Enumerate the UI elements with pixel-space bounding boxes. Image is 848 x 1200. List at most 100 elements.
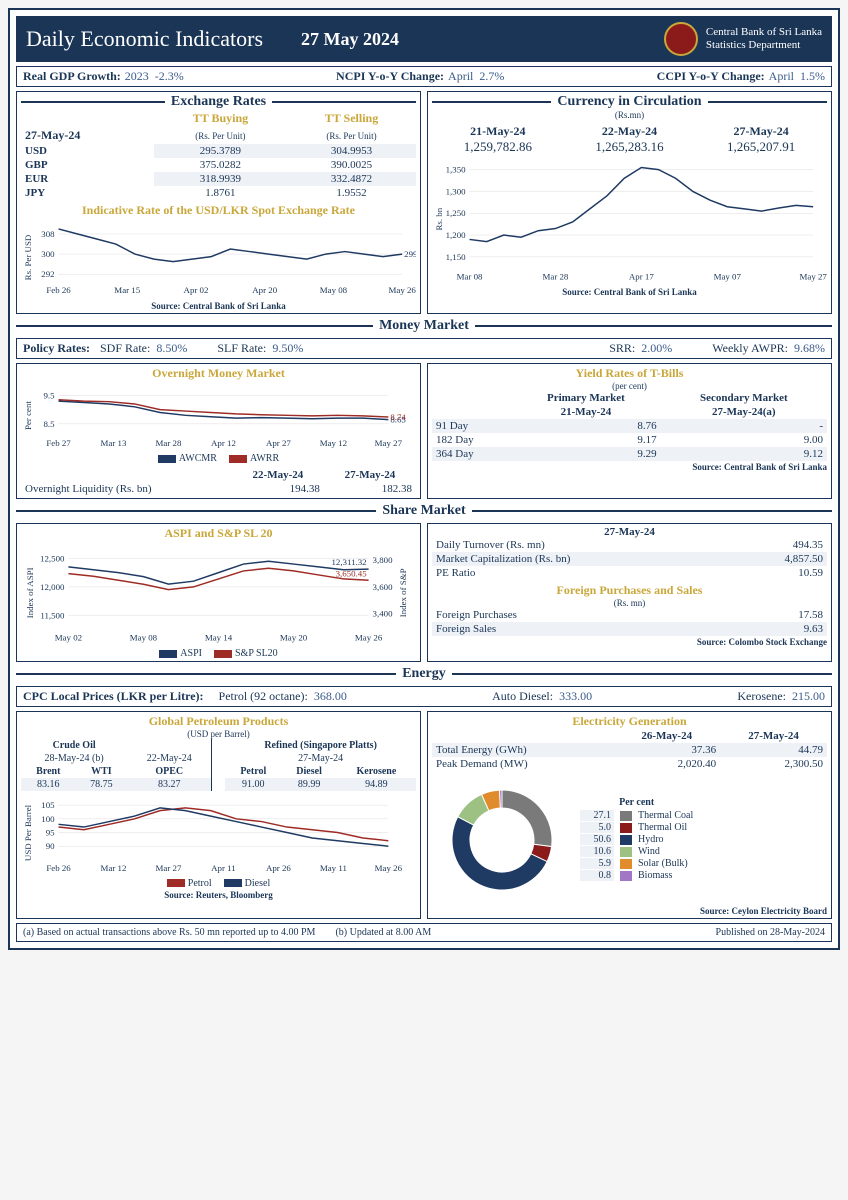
svg-text:1,150: 1,150: [446, 252, 467, 262]
ncpi-val: 2.7%: [479, 69, 504, 84]
svg-text:300: 300: [41, 249, 55, 259]
energy-title: Energy: [402, 666, 446, 682]
omm-legend: AWCMR AWRR: [21, 453, 416, 464]
circulation-values: 21-May-241,259,782.86 22-May-241,265,283…: [432, 124, 827, 155]
svg-text:Apr 17: Apr 17: [629, 271, 654, 281]
published-date: Published on 28-May-2024: [716, 927, 825, 938]
svg-text:May 26: May 26: [388, 285, 416, 295]
fx-table: TT BuyingTT Selling 27-May-24(Rs. Per Un…: [21, 110, 416, 200]
svg-text:May 02: May 02: [55, 633, 82, 643]
svg-text:11,500: 11,500: [40, 611, 65, 621]
org-name: Central Bank of Sri Lanka: [706, 26, 822, 39]
note-a: (a) Based on actual transactions above R…: [23, 927, 315, 938]
header: Daily Economic Indicators 27 May 2024 Ce…: [16, 16, 832, 62]
svg-text:3,650.45: 3,650.45: [336, 568, 368, 578]
svg-text:12,000: 12,000: [40, 582, 65, 592]
svg-text:May 26: May 26: [355, 633, 383, 643]
svg-text:105: 105: [41, 800, 55, 810]
svg-text:90: 90: [46, 841, 55, 851]
ccpi-month: April: [769, 69, 794, 84]
policy-bar: Policy Rates: SDF Rate: 8.50% SLF Rate: …: [16, 338, 832, 359]
spot-title: Indicative Rate of the USD/LKR Spot Exch…: [21, 203, 416, 218]
gdp-val: -2.3%: [155, 69, 184, 84]
svg-text:8.74: 8.74: [390, 412, 406, 422]
share-title: Share Market: [382, 503, 465, 519]
footer: (a) Based on actual transactions above R…: [16, 923, 832, 942]
svg-text:12,311.32: 12,311.32: [331, 557, 366, 567]
spot-chart: 292300308Feb 26Mar 15Apr 02Apr 20May 08M…: [21, 218, 416, 297]
svg-text:Feb 26: Feb 26: [46, 863, 71, 873]
electricity-panel: Electricity Generation 26-May-2427-May-2…: [427, 711, 832, 919]
svg-text:8.5: 8.5: [43, 419, 55, 429]
svg-text:100: 100: [41, 814, 55, 824]
share-summary-panel: 27-May-24 Daily Turnover (Rs. mn)494.35 …: [427, 523, 832, 662]
tbills-panel: Yield Rates of T-Bills (per cent) Primar…: [427, 363, 832, 499]
svg-text:12,500: 12,500: [40, 553, 65, 563]
svg-text:Mar 13: Mar 13: [101, 438, 127, 448]
tbills-table: Primary MarketSecondary Market 21-May-24…: [432, 391, 827, 461]
gdp-label: Real GDP Growth:: [23, 69, 121, 84]
circ-title: Currency in Circulation: [557, 94, 701, 110]
svg-text:May 08: May 08: [130, 633, 158, 643]
svg-text:Mar 08: Mar 08: [457, 271, 483, 281]
svg-text:Mar 28: Mar 28: [156, 438, 182, 448]
omm-chart: 8.59.5Feb 27Mar 13Mar 28Apr 12Apr 27May …: [21, 381, 416, 450]
fx-source: Source: Central Bank of Sri Lanka: [21, 301, 416, 311]
global-petroleum-panel: Global Petroleum Products (USD per Barre…: [16, 711, 421, 919]
ncpi-label: NCPI Y-o-Y Change:: [336, 69, 444, 84]
svg-text:1,350: 1,350: [446, 165, 467, 175]
svg-text:9.5: 9.5: [43, 390, 55, 400]
svg-text:Index of S&P: Index of S&P: [398, 568, 408, 617]
svg-text:Apr 02: Apr 02: [184, 285, 209, 295]
svg-text:95: 95: [46, 827, 55, 837]
money-title: Money Market: [379, 318, 469, 334]
svg-text:Apr 11: Apr 11: [211, 863, 236, 873]
fx-title: Exchange Rates: [171, 94, 266, 110]
svg-text:May 12: May 12: [320, 438, 347, 448]
page: Daily Economic Indicators 27 May 2024 Ce…: [8, 8, 840, 950]
svg-text:Apr 26: Apr 26: [266, 863, 291, 873]
svg-text:1,300: 1,300: [446, 186, 467, 196]
elec-legend: Per cent 27.1Thermal Coal5.0Thermal Oil5…: [580, 797, 693, 882]
exchange-rates-panel: Exchange Rates TT BuyingTT Selling 27-Ma…: [16, 91, 421, 314]
svg-text:USD Per Barrel: USD Per Barrel: [23, 804, 33, 861]
circulation-panel: Currency in Circulation (Rs.mn) 21-May-2…: [427, 91, 832, 314]
share-chart: 11,50012,00012,5003,4003,6003,800May 02M…: [21, 541, 416, 645]
omm-panel: Overnight Money Market 8.59.5Feb 27Mar 1…: [16, 363, 421, 499]
svg-text:May 27: May 27: [799, 271, 827, 281]
svg-text:3,800: 3,800: [373, 555, 394, 565]
circ-source: Source: Central Bank of Sri Lanka: [432, 287, 827, 297]
svg-text:May 20: May 20: [280, 633, 308, 643]
svg-text:May 14: May 14: [205, 633, 233, 643]
ncpi-month: April: [448, 69, 473, 84]
svg-text:May 07: May 07: [714, 271, 742, 281]
svg-text:May 08: May 08: [320, 285, 348, 295]
svg-text:1,200: 1,200: [446, 230, 467, 240]
svg-text:Feb 26: Feb 26: [46, 285, 71, 295]
svg-text:Mar 12: Mar 12: [101, 863, 127, 873]
svg-text:Rs. Per USD: Rs. Per USD: [23, 234, 33, 280]
svg-text:308: 308: [41, 229, 55, 239]
note-b: (b) Updated at 8.00 AM: [335, 927, 431, 938]
svg-text:Apr 12: Apr 12: [211, 438, 236, 448]
svg-text:May 26: May 26: [375, 863, 403, 873]
svg-text:Apr 20: Apr 20: [252, 285, 277, 295]
svg-text:Mar 27: Mar 27: [156, 863, 182, 873]
svg-text:1,250: 1,250: [446, 208, 467, 218]
svg-text:Per cent: Per cent: [23, 401, 33, 430]
report-date: 27 May 2024: [301, 29, 399, 50]
ccpi-val: 1.5%: [800, 69, 825, 84]
cbsl-logo: [664, 22, 698, 56]
svg-text:299.99: 299.99: [404, 249, 416, 259]
svg-text:May 11: May 11: [320, 863, 347, 873]
svg-text:292: 292: [41, 269, 54, 279]
dept-name: Statistics Department: [706, 39, 822, 52]
svg-text:May 27: May 27: [375, 438, 403, 448]
svg-text:Mar 28: Mar 28: [542, 271, 568, 281]
page-title: Daily Economic Indicators: [26, 26, 263, 52]
circulation-chart: 1,150 1,200 1,250 1,300 1,350 Mar 08 Mar 28 Apr…: [432, 155, 827, 283]
svg-text:Feb 27: Feb 27: [46, 438, 71, 448]
ccpi-label: CCPI Y-o-Y Change:: [657, 69, 765, 84]
petroleum-chart: 90 95 100 105 Feb 26 Mar 12 Mar 27 Apr 11 Apr 26…: [21, 791, 416, 875]
gdp-year: 2023: [125, 69, 149, 84]
